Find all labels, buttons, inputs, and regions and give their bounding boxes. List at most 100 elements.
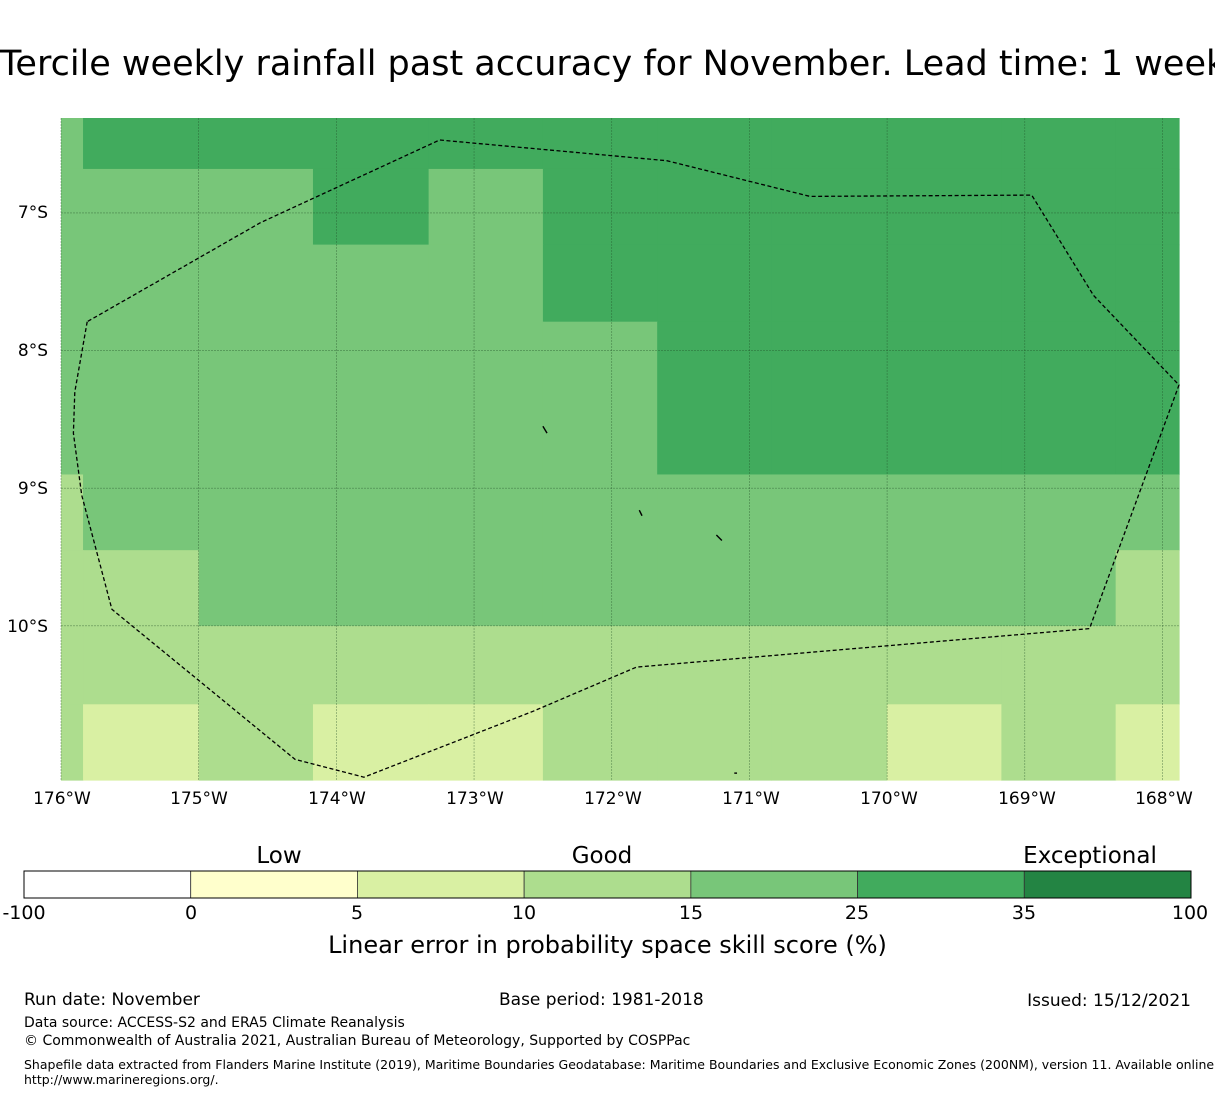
grid-cell <box>657 550 773 627</box>
colorbar <box>23 870 1192 899</box>
grid-cell <box>198 474 314 551</box>
grid-cell <box>1115 118 1180 170</box>
run-date: Run date: November <box>24 990 200 1010</box>
grid-cell <box>83 168 200 246</box>
colorbar-swatch <box>1023 870 1192 899</box>
grid-cell <box>83 118 200 170</box>
grid-cell <box>542 550 658 627</box>
grid-cell <box>83 704 200 781</box>
colorbar-swatch <box>857 870 1025 899</box>
data-source: Data source: ACCESS-S2 and ERA5 Climate … <box>24 1015 405 1031</box>
colorbar-swatch <box>190 870 358 899</box>
grid-cell <box>312 321 430 476</box>
grid-cell <box>887 474 1002 551</box>
skill-grid <box>61 118 1180 781</box>
grid-cell <box>1001 625 1117 705</box>
grid-cell <box>771 474 888 551</box>
island-outline <box>638 509 643 517</box>
grid-cell <box>542 625 658 705</box>
colorbar-swatch <box>23 870 192 899</box>
grid-cell <box>61 244 84 323</box>
grid-cell <box>887 704 1002 781</box>
lat-label: 10°S <box>7 617 48 637</box>
grid-cell <box>1115 474 1180 551</box>
colorbar-swatch <box>523 870 692 899</box>
shapefile-url: http://www.marineregions.org/. <box>24 1072 219 1087</box>
grid-cell <box>198 550 314 627</box>
legend-category-low: Low <box>256 843 302 869</box>
eez-boundary <box>72 139 1180 778</box>
grid-cell <box>771 168 888 246</box>
lon-label: 173°W <box>446 789 504 809</box>
lon-label: 176°W <box>33 789 91 809</box>
islands <box>542 425 738 774</box>
lon-label: 175°W <box>170 789 228 809</box>
eez-boundary-line <box>72 139 1180 778</box>
grid-cell <box>542 118 658 170</box>
grid-cell <box>312 244 430 323</box>
lon-label: 169°W <box>998 789 1056 809</box>
lon-label: 170°W <box>860 789 918 809</box>
grid-cell <box>83 550 200 627</box>
grid-cell <box>1001 550 1117 627</box>
grid-cell <box>657 244 773 323</box>
grid-cell <box>1115 704 1180 781</box>
grid-cell <box>771 118 888 170</box>
grid-cell <box>61 704 84 781</box>
grid-cell <box>887 244 1002 323</box>
colorbar-tick: 100 <box>1171 902 1209 924</box>
colorbar-tick: 0 <box>184 902 198 924</box>
grid-cell <box>312 625 430 705</box>
shapefile-credit: Shapefile data extracted from Flanders M… <box>24 1057 1215 1072</box>
base-period: Base period: 1981-2018 <box>499 990 704 1010</box>
grid-cell <box>428 474 544 551</box>
grid-cell <box>657 474 773 551</box>
grid-cell <box>428 168 544 246</box>
grid-cell <box>312 550 430 627</box>
grid-cell <box>542 704 658 781</box>
grid-cell <box>887 168 1002 246</box>
grid-cell <box>771 625 888 705</box>
grid-cell <box>887 625 1002 705</box>
grid-cell <box>657 118 773 170</box>
grid-cell <box>198 625 314 705</box>
grid-cell <box>198 704 314 781</box>
grid-cell <box>1001 118 1117 170</box>
lon-label: 171°W <box>722 789 780 809</box>
grid-cell <box>657 704 773 781</box>
grid-cell <box>312 118 430 170</box>
lon-label: 172°W <box>584 789 642 809</box>
grid-cell <box>542 168 658 246</box>
grid-cell <box>657 168 773 246</box>
grid-cell <box>771 704 888 781</box>
island-outline <box>715 534 723 542</box>
grid-cell <box>1115 321 1180 476</box>
legend-category-good: Good <box>571 843 633 869</box>
copyright: © Commonwealth of Australia 2021, Austra… <box>24 1033 691 1049</box>
grid-cell <box>771 321 888 476</box>
grid-cell <box>83 474 200 551</box>
grid-cell <box>1115 550 1180 627</box>
grid-cell <box>1115 168 1180 246</box>
grid-cell <box>61 321 84 476</box>
grid-cell <box>61 550 84 627</box>
grid-cell <box>198 321 314 476</box>
colorbar-tick: 35 <box>1011 902 1037 924</box>
grid-cell <box>1115 625 1180 705</box>
grid-cell <box>198 244 314 323</box>
legend-category-exceptional: Exceptional <box>1023 843 1157 869</box>
grid-cell <box>887 550 1002 627</box>
colorbar-tick: 5 <box>350 902 364 924</box>
grid-cell <box>1115 244 1180 323</box>
colorbar-swatch <box>357 870 525 899</box>
lat-label: 7°S <box>17 203 48 223</box>
grid-cell <box>542 244 658 323</box>
grid-cell <box>1001 168 1117 246</box>
colorbar-tick: 15 <box>678 902 704 924</box>
grid-cell <box>657 625 773 705</box>
grid-cell <box>61 474 84 551</box>
chart-title: Tercile weekly rainfall past accuracy fo… <box>0 44 1215 84</box>
grid-cell <box>61 118 84 170</box>
grid-cell <box>1001 321 1117 476</box>
